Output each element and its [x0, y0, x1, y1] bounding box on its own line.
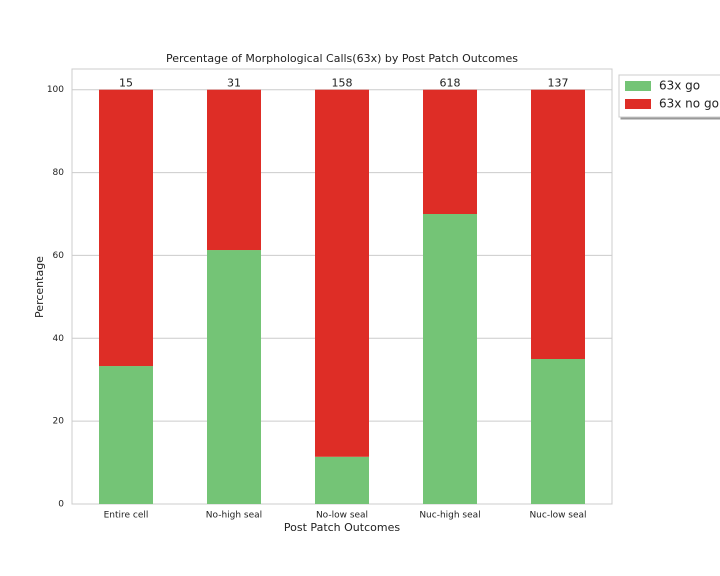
y-tick-label: 40 [53, 334, 65, 344]
bar-segment [99, 89, 153, 367]
bar-count: 618 [440, 77, 461, 90]
x-tick-label: Nuc-low seal [529, 511, 586, 521]
bar-segment [99, 366, 153, 504]
bar-segment [531, 359, 585, 504]
x-tick-label: Entire cell [104, 511, 149, 521]
x-tick-label: Nuc-high seal [419, 511, 480, 521]
chart-title: Percentage of Morphological Calls(63x) b… [166, 52, 518, 65]
legend-swatch [625, 99, 651, 109]
bar-segment [207, 89, 261, 251]
bar-count: 31 [227, 77, 241, 90]
bar-segment [315, 89, 369, 457]
y-tick-label: 80 [53, 168, 65, 178]
x-tick-label: No-high seal [206, 511, 262, 521]
y-axis-label: Percentage [33, 256, 46, 318]
y-tick-label: 0 [58, 500, 64, 510]
bar-count: 137 [548, 77, 569, 90]
bar-segment [315, 456, 369, 504]
y-tick-label: 20 [53, 417, 65, 427]
y-tick-label: 100 [47, 85, 64, 95]
x-axis-label: Post Patch Outcomes [284, 521, 400, 534]
bar-count: 15 [119, 77, 133, 90]
x-tick-label: No-low seal [316, 511, 368, 521]
y-tick-label: 60 [53, 251, 65, 261]
bar-segment [423, 89, 477, 214]
legend: 63x go 63x no go [618, 74, 720, 118]
bars: 15 Entire cell 31 No-high seal 158 No-low sea… [99, 77, 587, 521]
bar-segment [531, 89, 585, 359]
bar-segment [423, 214, 477, 504]
legend-label: 63x no go [659, 97, 719, 111]
bar-segment [207, 250, 261, 504]
bar-count: 158 [332, 77, 353, 90]
legend-swatch [625, 81, 651, 91]
legend-label: 63x go [659, 79, 700, 93]
